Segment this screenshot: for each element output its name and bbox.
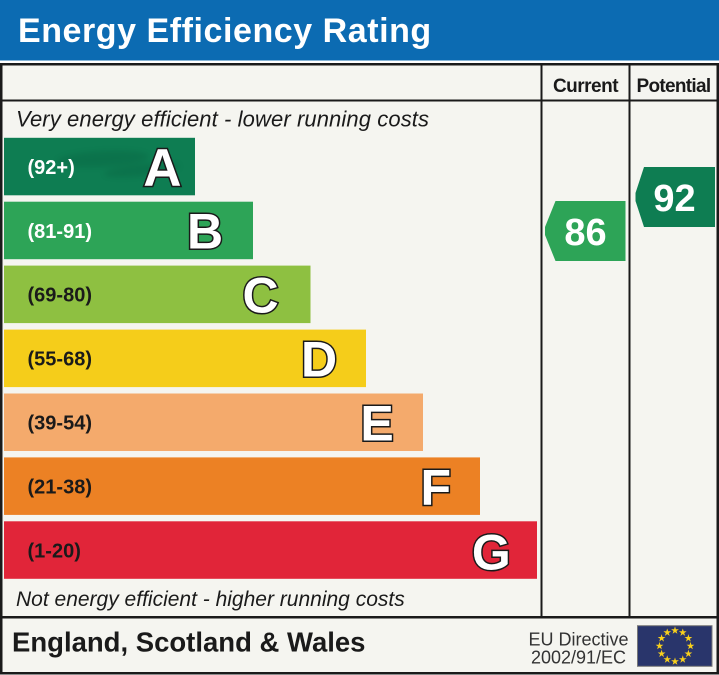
svg-text:F: F xyxy=(421,459,452,515)
svg-text:G: G xyxy=(472,525,511,581)
svg-text:Potential: Potential xyxy=(637,76,711,97)
svg-text:D: D xyxy=(301,332,337,388)
svg-text:(92+): (92+) xyxy=(28,157,75,179)
svg-text:(21-38): (21-38) xyxy=(28,477,92,499)
svg-text:B: B xyxy=(187,204,223,260)
svg-text:EU Directive: EU Directive xyxy=(528,630,628,650)
svg-text:E: E xyxy=(360,396,393,452)
svg-text:Energy Efficiency Rating: Energy Efficiency Rating xyxy=(18,12,432,50)
svg-text:(69-80): (69-80) xyxy=(28,285,92,307)
svg-text:2002/91/EC: 2002/91/EC xyxy=(531,648,626,668)
svg-text:C: C xyxy=(243,268,279,324)
svg-text:(39-54): (39-54) xyxy=(28,413,92,435)
svg-text:Very energy efficient - lower: Very energy efficient - lower running co… xyxy=(16,107,429,132)
svg-text:A: A xyxy=(143,139,181,198)
svg-text:Current: Current xyxy=(553,76,619,97)
svg-text:92: 92 xyxy=(653,178,695,220)
svg-text:86: 86 xyxy=(564,212,606,254)
svg-text:Not energy efficient - higher: Not energy efficient - higher running co… xyxy=(16,588,405,611)
svg-text:(81-91): (81-91) xyxy=(28,221,92,243)
svg-text:(1-20): (1-20) xyxy=(28,540,81,562)
svg-text:(55-68): (55-68) xyxy=(28,349,92,371)
svg-text:England, Scotland & Wales: England, Scotland & Wales xyxy=(12,627,365,658)
